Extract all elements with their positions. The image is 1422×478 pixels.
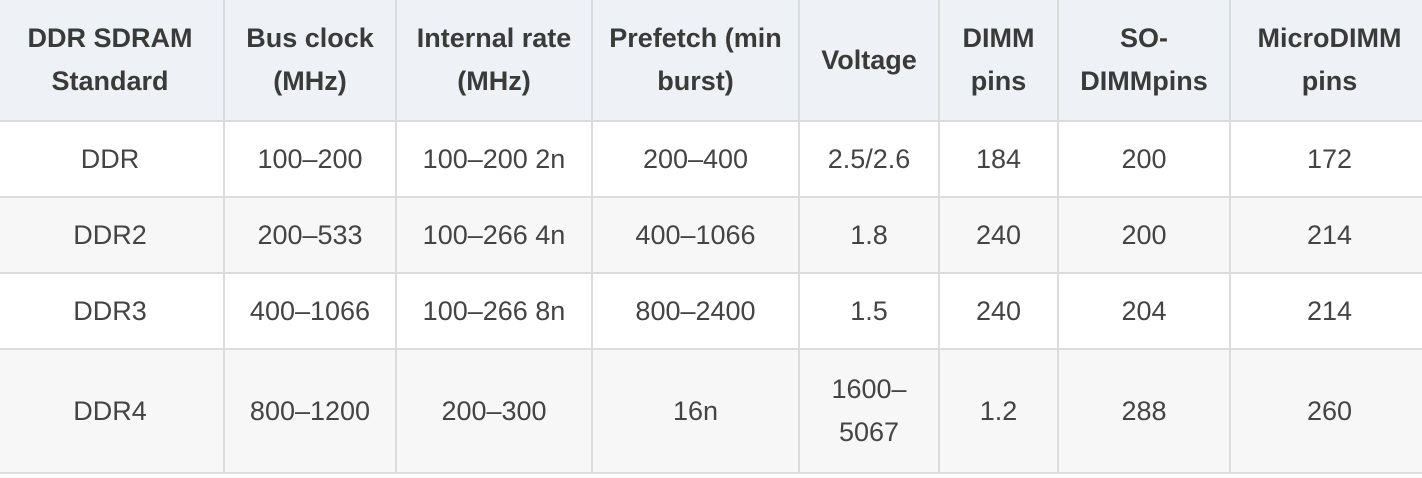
table-cell: 200–400 (591, 120, 800, 198)
table-cell: 100–266 8n (395, 272, 593, 350)
table-cell: 200–300 (395, 348, 593, 474)
table-cell: DDR3 (0, 272, 225, 350)
table-cell: 1600–5067 (798, 348, 940, 474)
table-cell: 100–200 2n (395, 120, 593, 198)
column-header-voltage: Voltage (798, 0, 940, 122)
column-header-microdimm-pins: MicroDIMM pins (1229, 0, 1422, 122)
table-cell: 200 (1057, 120, 1231, 198)
table-cell: 260 (1229, 348, 1422, 474)
table-cell: 16n (591, 348, 800, 474)
column-header-bus-clock: Bus clock (MHz) (223, 0, 397, 122)
table-row: DDR4 800–1200 200–300 16n 1600–5067 1.2 … (0, 348, 1422, 474)
table-cell: 1.2 (938, 348, 1059, 474)
table-cell: 204 (1057, 272, 1231, 350)
table-cell: 800–2400 (591, 272, 800, 350)
table-cell: 800–1200 (223, 348, 397, 474)
table-cell: 184 (938, 120, 1059, 198)
table-cell: 214 (1229, 272, 1422, 350)
table-cell: 2.5/2.6 (798, 120, 940, 198)
table-row: DDR3 400–1066 100–266 8n 800–2400 1.5 24… (0, 272, 1422, 350)
table-cell: 240 (938, 196, 1059, 274)
table-cell: 100–266 4n (395, 196, 593, 274)
column-header-dimm-pins: DIMM pins (938, 0, 1059, 122)
table-cell: 172 (1229, 120, 1422, 198)
table-cell: 240 (938, 272, 1059, 350)
table-cell: 214 (1229, 196, 1422, 274)
table-row: DDR 100–200 100–200 2n 200–400 2.5/2.6 1… (0, 120, 1422, 198)
table-cell: 100–200 (223, 120, 397, 198)
table-cell: DDR4 (0, 348, 225, 474)
column-header-internal-rate: Internal rate (MHz) (395, 0, 593, 122)
table-cell: 1.5 (798, 272, 940, 350)
table-row: DDR2 200–533 100–266 4n 400–1066 1.8 240… (0, 196, 1422, 274)
table-cell: 200–533 (223, 196, 397, 274)
column-header-prefetch: Prefetch (min burst) (591, 0, 800, 122)
column-header-so-dimm-pins: SO-DIMMpins (1057, 0, 1231, 122)
table-cell: 1.8 (798, 196, 940, 274)
table-cell: 400–1066 (223, 272, 397, 350)
table-header-row: DDR SDRAM Standard Bus clock (MHz) Inter… (0, 0, 1422, 122)
table-cell: 200 (1057, 196, 1231, 274)
column-header-standard: DDR SDRAM Standard (0, 0, 225, 122)
table-cell: DDR2 (0, 196, 225, 274)
table-cell: 288 (1057, 348, 1231, 474)
table-cell: DDR (0, 120, 225, 198)
table-cell: 400–1066 (591, 196, 800, 274)
